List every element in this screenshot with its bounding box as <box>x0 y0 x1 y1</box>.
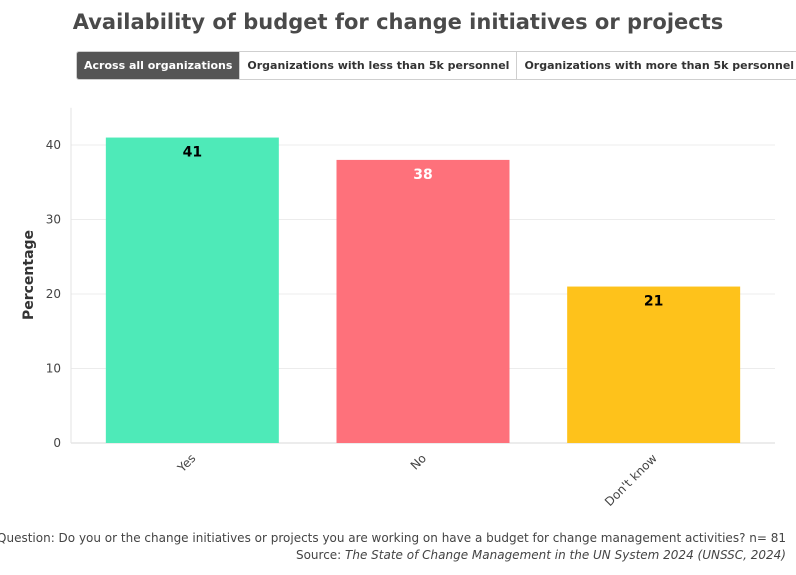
bar <box>105 137 279 444</box>
y-tick-label: 30 <box>46 213 61 227</box>
source-note: Source: The State of Change Management i… <box>296 548 786 562</box>
y-tick-label: 40 <box>46 138 61 152</box>
bar-value-label: 38 <box>413 167 432 183</box>
y-axis-title: Percentage <box>21 230 37 320</box>
y-tick-label: 10 <box>46 362 61 376</box>
x-tick-label: No <box>408 451 429 472</box>
tab-across-all-organizations[interactable]: Across all organizations <box>77 52 241 79</box>
source-prefix: Source: <box>295 548 346 562</box>
y-tick-label: 20 <box>46 287 61 301</box>
bar <box>336 159 510 443</box>
tab-more-than-5k[interactable]: Organizations with more than 5k personne… <box>517 52 796 79</box>
y-tick-label: 0 <box>53 436 61 450</box>
x-tick-label: Don't know <box>602 451 660 509</box>
bar-value-label: 41 <box>183 145 202 161</box>
chart-title: Availability of budget for change initia… <box>72 10 724 34</box>
bar-value-label: 21 <box>644 294 663 310</box>
question-note: Question: Do you or the change initiativ… <box>0 531 786 545</box>
source-title: The State of Change Management in the UN… <box>345 548 786 562</box>
bar <box>567 286 741 443</box>
tab-less-than-5k[interactable]: Organizations with less than 5k personne… <box>240 52 518 79</box>
x-tick-label: Yes <box>174 451 198 475</box>
bar-chart: Percentage 0 10 20 30 40 41 Yes 38 No 21 Don't kno… <box>21 107 775 509</box>
filter-tabs: Across all organizations Organizations w… <box>76 51 796 80</box>
